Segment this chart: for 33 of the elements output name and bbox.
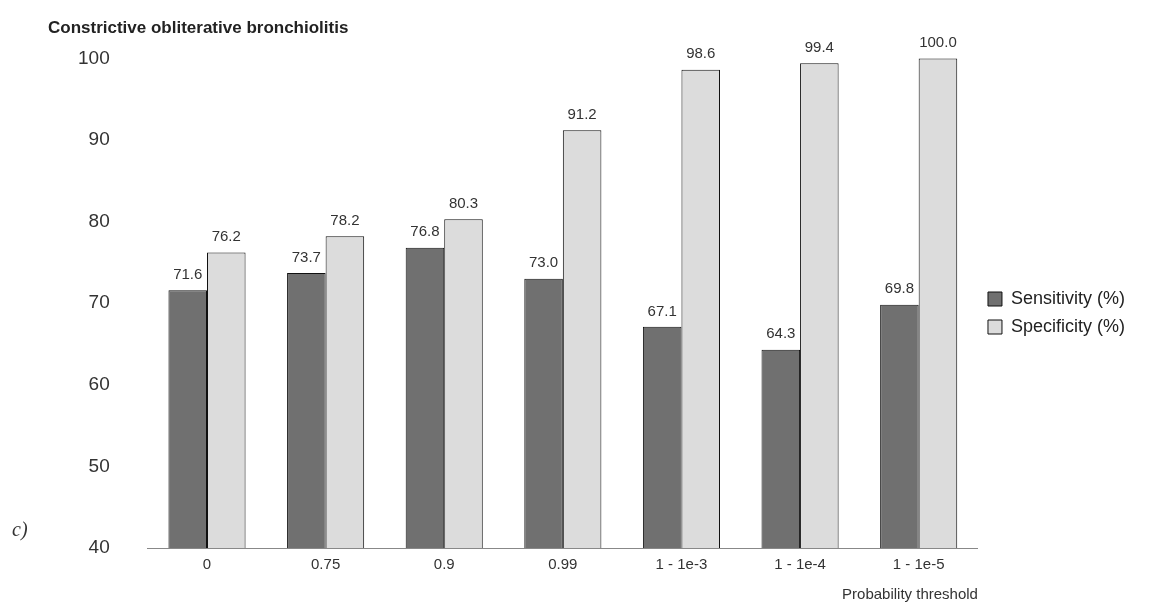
legend-label: Sensitivity (%)	[1010, 287, 1126, 308]
x-tick-label: 0.75	[311, 555, 341, 573]
x-axis-title: Probability threshold	[842, 585, 978, 603]
data-label: 78.2	[330, 210, 360, 228]
data-label: 73.0	[528, 253, 559, 271]
data-label: 76.8	[410, 222, 440, 240]
y-tick-label: 50	[88, 454, 110, 476]
x-tick-label: 0	[202, 555, 212, 573]
legend-label: Specificity (%)	[1010, 315, 1126, 336]
y-tick-label: 90	[88, 128, 110, 150]
data-label: 64.3	[766, 324, 796, 342]
y-tick-label: 70	[88, 291, 110, 313]
y-tick-label: 100	[78, 46, 110, 68]
y-tick-label: 60	[88, 373, 110, 395]
data-label: 69.8	[884, 279, 914, 297]
x-tick-label: 1 - 1e-5	[892, 555, 945, 573]
data-label: 99.4	[804, 37, 834, 55]
data-label: 100.0	[919, 33, 957, 51]
data-label: 91.2	[567, 104, 597, 122]
text: c)	[12, 518, 28, 541]
chart-title: Constrictive obliterative bronchiolitis	[48, 17, 349, 37]
x-tick-label: 1 - 1e-3	[655, 555, 708, 573]
x-tick-label: 0.9	[433, 555, 455, 573]
data-label: 67.1	[647, 301, 677, 319]
data-label: 73.7	[291, 247, 321, 265]
data-label: 76.2	[211, 227, 241, 245]
y-tick-label: 40	[88, 536, 110, 558]
data-label: 80.3	[448, 193, 479, 211]
y-tick-label: 80	[88, 209, 110, 231]
data-label: 98.6	[686, 44, 716, 62]
x-tick-label: 0.99	[548, 555, 578, 573]
x-tick-label: 1 - 1e-4	[774, 555, 826, 573]
data-label: 71.6	[173, 264, 203, 282]
